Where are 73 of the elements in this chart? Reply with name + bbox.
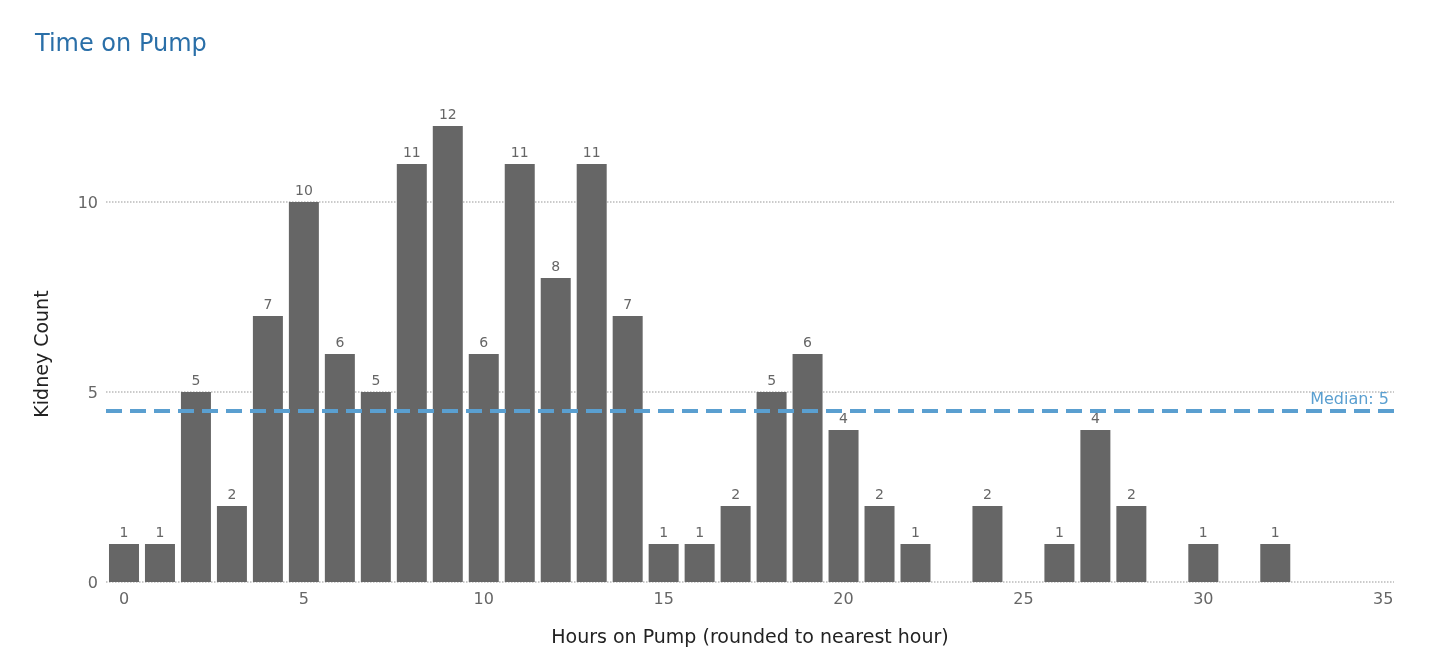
x-tick-label: 0 xyxy=(118,588,130,608)
y-tick-label: 10 xyxy=(77,192,98,212)
bar xyxy=(576,164,607,582)
bar xyxy=(216,506,247,582)
bar xyxy=(108,544,139,582)
data-label: 1 xyxy=(155,524,165,540)
data-label: 10 xyxy=(294,182,313,198)
bar xyxy=(612,316,643,582)
data-label: 1 xyxy=(119,524,129,540)
data-label: 4 xyxy=(839,410,849,426)
bar xyxy=(900,544,931,582)
bar xyxy=(540,278,571,582)
bar xyxy=(684,544,715,582)
data-label: 6 xyxy=(803,334,813,350)
data-label: 11 xyxy=(402,144,421,160)
bar xyxy=(828,430,859,582)
y-tick-label: 5 xyxy=(87,382,98,402)
bar xyxy=(396,164,427,582)
bar xyxy=(972,506,1003,582)
bar xyxy=(756,392,787,582)
data-label: 6 xyxy=(335,334,345,350)
y-axis-title: Kidney Count xyxy=(29,290,52,418)
x-tick-label: 30 xyxy=(1193,588,1214,608)
data-label: 5 xyxy=(191,372,201,388)
data-label: 2 xyxy=(227,486,237,502)
data-label: 1 xyxy=(911,524,920,540)
data-label: 2 xyxy=(875,486,884,502)
data-label: 4 xyxy=(1090,410,1100,426)
x-tick-label: 5 xyxy=(298,588,309,608)
x-tick-label: 15 xyxy=(653,588,674,608)
bar xyxy=(1044,544,1075,582)
data-label: 11 xyxy=(510,144,529,160)
y-tick-label: 0 xyxy=(87,572,98,592)
bar xyxy=(792,354,823,582)
data-label: 2 xyxy=(1126,486,1136,502)
bar xyxy=(1260,544,1291,582)
data-label: 1 xyxy=(695,524,705,540)
bar xyxy=(468,354,499,582)
x-tick-label: 25 xyxy=(1013,588,1034,608)
bar xyxy=(180,392,211,582)
data-label: 6 xyxy=(479,334,489,350)
bar xyxy=(432,126,463,582)
x-tick-label: 20 xyxy=(833,588,854,608)
bar xyxy=(504,164,535,582)
data-label: 1 xyxy=(1054,524,1064,540)
bar xyxy=(324,354,355,582)
data-label: 7 xyxy=(623,296,633,312)
data-label: 5 xyxy=(371,372,381,388)
bar xyxy=(1116,506,1147,582)
data-label: 1 xyxy=(1198,524,1208,540)
data-label: 5 xyxy=(767,372,777,388)
ref-line-label: Median: 5 xyxy=(1310,388,1389,408)
x-axis-title: Hours on Pump (rounded to nearest hour) xyxy=(551,624,949,647)
x-tick-label: 35 xyxy=(1373,588,1394,608)
data-label: 1 xyxy=(659,524,669,540)
bar xyxy=(144,544,175,582)
chart-title: Time on Pump xyxy=(34,29,207,57)
bar xyxy=(360,392,391,582)
bar xyxy=(252,316,283,582)
bar xyxy=(288,202,319,582)
bar xyxy=(720,506,751,582)
x-tick-label: 10 xyxy=(473,588,494,608)
data-label: 8 xyxy=(551,258,561,274)
data-label: 11 xyxy=(582,144,601,160)
bar xyxy=(1188,544,1219,582)
bar xyxy=(1080,430,1111,582)
bar xyxy=(864,506,895,582)
data-label: 2 xyxy=(731,486,741,502)
data-label: 12 xyxy=(438,106,457,122)
data-label: 2 xyxy=(982,486,992,502)
data-label: 1 xyxy=(1270,524,1280,540)
data-label: 7 xyxy=(263,296,273,312)
bar xyxy=(648,544,679,582)
